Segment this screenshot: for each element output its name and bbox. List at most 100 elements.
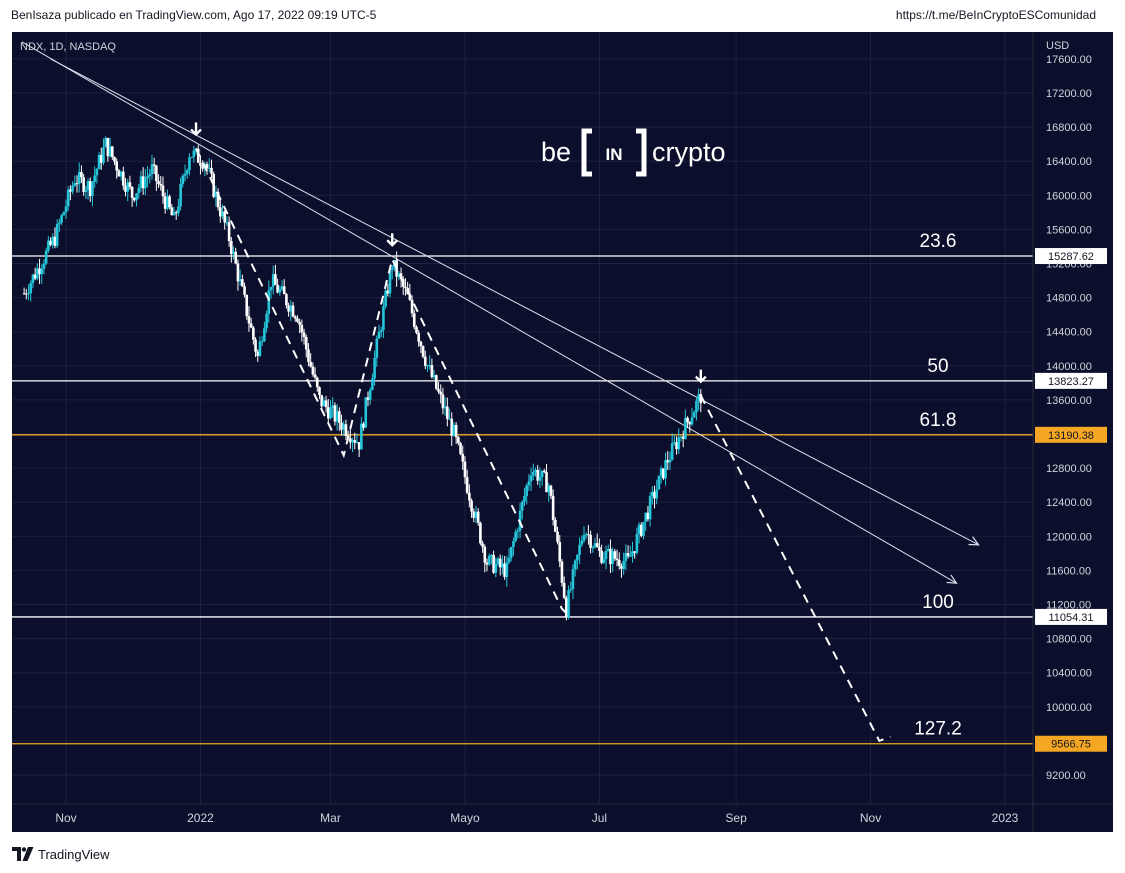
- candle-body: [423, 356, 427, 366]
- beincrypto-watermark: be IN crypto: [541, 128, 726, 177]
- candle-body: [51, 236, 55, 245]
- candle-body: [476, 511, 480, 523]
- candle-body: [454, 424, 458, 438]
- y-tick-label: 10000.00: [1046, 702, 1092, 714]
- candle-body: [150, 164, 154, 175]
- candle-body: [443, 406, 447, 409]
- y-tick-label: 17200.00: [1046, 88, 1092, 100]
- candle-body: [465, 477, 469, 493]
- time-axis[interactable]: Nov 2022 Mar Mayo Jul Sep Nov 2023: [55, 811, 1018, 825]
- candle-body: [91, 181, 94, 197]
- candle-body: [483, 546, 487, 563]
- arrow-markers: [190, 122, 707, 384]
- candle-body: [659, 468, 663, 476]
- candle-body: [688, 421, 692, 425]
- y-tick-label: 12000.00: [1046, 531, 1092, 543]
- candle-body: [397, 273, 401, 277]
- candle-body: [525, 485, 528, 496]
- fib-price-labels: 15287.62 13823.27 13190.38 11054.31 9566.75: [1035, 248, 1107, 752]
- candle-body: [373, 357, 376, 379]
- candle-body: [47, 240, 50, 251]
- candle-body: [122, 171, 125, 186]
- candle-body: [578, 544, 581, 555]
- candle-body: [221, 211, 224, 217]
- candle-body: [648, 496, 652, 520]
- candle-body: [335, 411, 339, 422]
- candle-body: [679, 436, 683, 438]
- candle-body: [168, 196, 171, 208]
- candle-body: [479, 522, 482, 544]
- candle-body: [562, 582, 566, 598]
- candle-body: [360, 423, 363, 450]
- candle-body: [595, 543, 599, 548]
- candle-body: [309, 361, 312, 367]
- candle-body: [646, 512, 650, 520]
- fib-price-text: 13823.27: [1048, 376, 1094, 388]
- candle-body: [430, 365, 434, 378]
- trendlines: [21, 41, 980, 584]
- candle-body: [157, 181, 160, 185]
- candle-body: [183, 173, 187, 176]
- candle-body: [527, 481, 531, 486]
- candle-body: [591, 547, 595, 549]
- candle-body: [487, 555, 491, 565]
- candle-body: [287, 305, 290, 312]
- y-tick-label: 11600.00: [1046, 565, 1091, 577]
- candle-body: [388, 269, 392, 294]
- candle-body: [117, 170, 121, 177]
- candle-body: [298, 321, 301, 325]
- candle-body: [340, 422, 343, 430]
- candle-body: [459, 443, 462, 454]
- social-link[interactable]: https://t.me/BeInCryptoESComunidad: [895, 8, 1096, 22]
- candle-body: [540, 470, 544, 478]
- candle-body: [185, 170, 189, 174]
- candle-body: [42, 263, 46, 269]
- candle-body: [36, 268, 39, 279]
- candle-body: [364, 397, 368, 428]
- y-tick-label: 12400.00: [1046, 497, 1092, 509]
- candle-body: [245, 294, 249, 317]
- candle-body: [304, 336, 308, 350]
- candle-body: [675, 442, 678, 450]
- candle-body: [494, 564, 498, 573]
- candle-body: [417, 332, 420, 342]
- candle-body: [126, 182, 130, 192]
- candle-body: [86, 181, 90, 190]
- candle-body: [324, 400, 328, 408]
- candle-body: [293, 316, 297, 319]
- candle-body: [622, 560, 625, 569]
- trendline: [21, 41, 957, 584]
- candle-body: [439, 391, 443, 395]
- candle-body: [254, 339, 257, 352]
- candle-body: [448, 418, 451, 420]
- candle-body: [382, 306, 385, 331]
- candle-body: [606, 548, 610, 551]
- candle-body: [177, 206, 180, 214]
- candle-body: [338, 411, 341, 423]
- candle-body: [410, 299, 414, 314]
- candle-body: [115, 161, 118, 171]
- candle-body: [25, 293, 28, 295]
- candle-body: [673, 442, 676, 444]
- candle-body: [207, 167, 211, 169]
- candle-body: [66, 189, 70, 207]
- candle-body: [344, 424, 348, 436]
- candle-body: [49, 240, 52, 245]
- candle-body: [152, 164, 156, 166]
- x-tick-label: Mayo: [450, 811, 480, 825]
- candle-body: [368, 389, 372, 400]
- candle-body: [626, 553, 630, 557]
- publisher-info: BenIsaza publicado en TradingView.com, A…: [11, 8, 377, 22]
- candle-body: [263, 328, 266, 342]
- candle-body: [232, 251, 235, 255]
- y-tick-label: 16400.00: [1046, 156, 1092, 168]
- candle-body: [668, 459, 672, 463]
- candle-body: [697, 394, 700, 401]
- candle-body: [507, 557, 511, 563]
- candle-body: [470, 500, 473, 512]
- candle-body: [692, 412, 696, 418]
- x-tick-label: 2023: [992, 811, 1019, 825]
- candle-body: [73, 183, 77, 186]
- bracket-icon: [581, 128, 647, 177]
